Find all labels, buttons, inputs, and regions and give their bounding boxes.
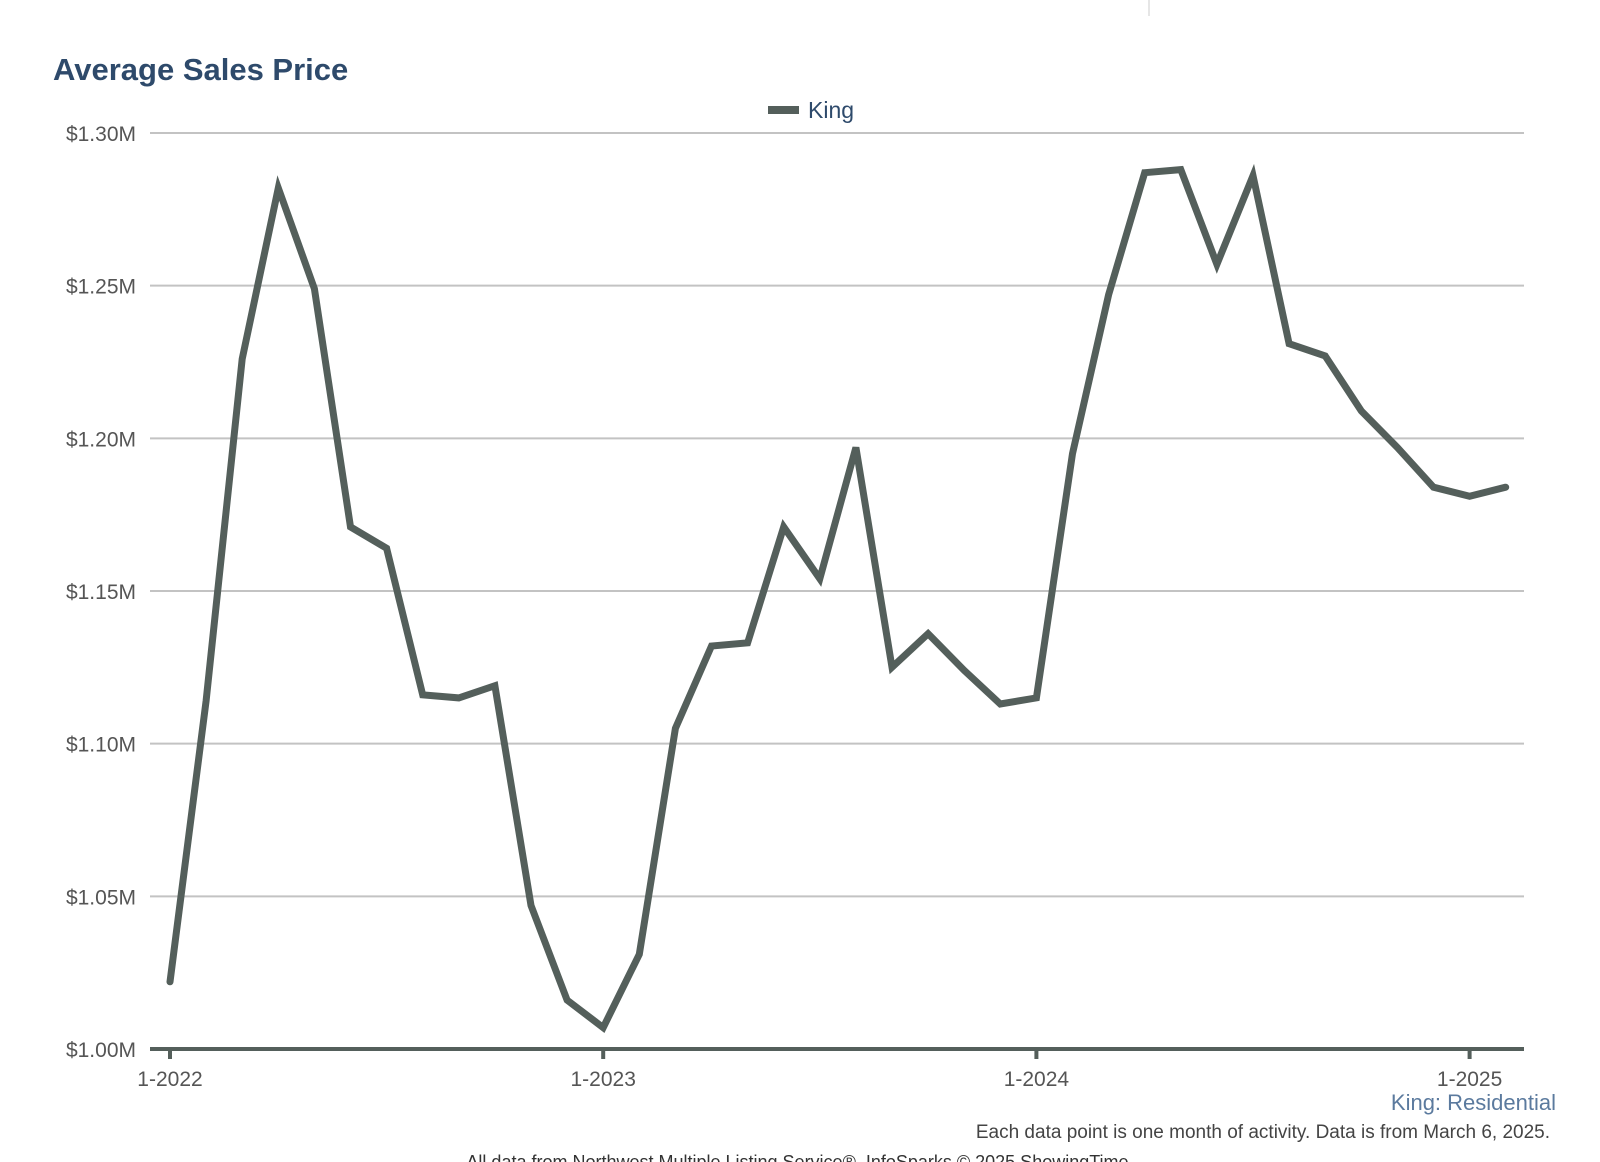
- data-point[interactable]: [996, 700, 1004, 708]
- data-point[interactable]: [1141, 169, 1149, 177]
- y-axis: $1.00M $1.05M $1.10M $1.15M $1.20M $1.25M $1.3…: [66, 123, 136, 1062]
- data-point[interactable]: [455, 694, 463, 702]
- data-point[interactable]: [1032, 694, 1040, 702]
- legend-item[interactable]: King: [768, 97, 854, 123]
- data-point[interactable]: [491, 682, 499, 690]
- series-lines: [166, 163, 1510, 1033]
- legend[interactable]: King: [768, 97, 854, 123]
- y-tick-label: $1.00M: [66, 1039, 136, 1062]
- data-point[interactable]: [202, 697, 210, 705]
- data-point[interactable]: [563, 996, 571, 1004]
- data-point[interactable]: [310, 285, 318, 293]
- gridlines: [150, 132, 1524, 898]
- x-tick-label: 1-2024: [1004, 1068, 1070, 1091]
- x-tick-label: 1-2023: [571, 1068, 636, 1091]
- data-point[interactable]: [347, 523, 355, 531]
- data-point[interactable]: [1321, 352, 1329, 360]
- chart-title: Average Sales Price: [53, 52, 349, 87]
- y-tick-label: $1.20M: [66, 428, 136, 451]
- data-point[interactable]: [708, 642, 716, 650]
- data-point[interactable]: [671, 724, 679, 732]
- data-point[interactable]: [852, 443, 860, 451]
- data-point[interactable]: [274, 184, 282, 192]
- data-point[interactable]: [599, 1024, 607, 1032]
- y-tick-label: $1.15M: [66, 581, 136, 604]
- data-point[interactable]: [1285, 340, 1293, 348]
- data-point[interactable]: [1430, 483, 1438, 491]
- legend-swatch: [768, 106, 799, 114]
- data-point[interactable]: [1105, 291, 1113, 299]
- x-axis: 1-2022 1-2023 1-2024 1-2025: [137, 1047, 1524, 1091]
- data-point[interactable]: [1502, 483, 1510, 491]
- data-point[interactable]: [1249, 172, 1257, 180]
- data-point[interactable]: [888, 663, 896, 671]
- top-divider: [1148, 0, 1150, 16]
- data-point[interactable]: [1357, 407, 1365, 415]
- series-footer-label: King: Residential: [1390, 1090, 1556, 1115]
- x-tick-label: 1-2022: [137, 1068, 202, 1091]
- data-point[interactable]: [1393, 443, 1401, 451]
- data-point[interactable]: [635, 950, 643, 958]
- y-tick-label: $1.30M: [66, 123, 136, 146]
- data-point[interactable]: [744, 639, 752, 647]
- y-tick-label: $1.05M: [66, 886, 136, 909]
- y-tick-label: $1.10M: [66, 734, 136, 757]
- data-point[interactable]: [238, 355, 246, 363]
- data-point[interactable]: [1069, 450, 1077, 458]
- data-note: Each data point is one month of activity…: [975, 1122, 1550, 1143]
- copyright-note: All data from Northwest Multiple Listing…: [466, 1152, 1134, 1162]
- data-point[interactable]: [780, 523, 788, 531]
- x-tick-label: 1-2025: [1437, 1068, 1502, 1091]
- legend-label: King: [808, 97, 854, 123]
- data-point[interactable]: [1177, 166, 1185, 174]
- data-point[interactable]: [527, 901, 535, 909]
- data-point[interactable]: [419, 691, 427, 699]
- data-point[interactable]: [924, 630, 932, 638]
- data-point[interactable]: [1213, 260, 1221, 268]
- data-point[interactable]: [383, 544, 391, 552]
- data-point[interactable]: [960, 666, 968, 674]
- data-point[interactable]: [1466, 492, 1474, 500]
- data-point[interactable]: [816, 575, 824, 583]
- y-tick-label: $1.25M: [66, 276, 136, 299]
- data-point[interactable]: [166, 978, 174, 986]
- series-line-king[interactable]: [166, 163, 1510, 1033]
